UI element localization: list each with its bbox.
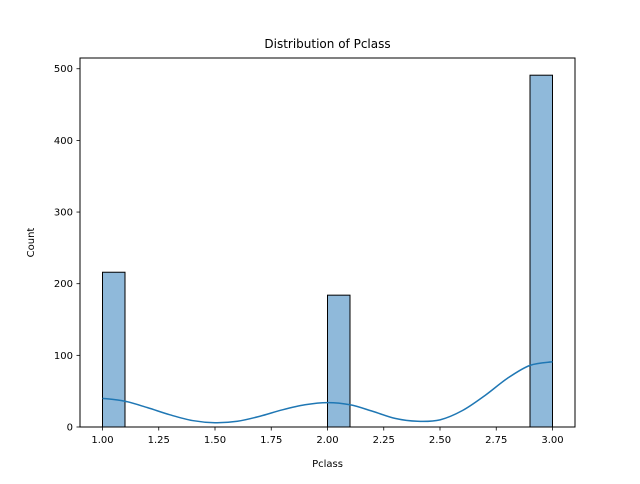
x-axis-label: Pclass [312, 459, 343, 470]
x-tick-label: 2.75 [485, 435, 507, 446]
bars-group [102, 74, 553, 428]
y-tick-label: 200 [54, 279, 73, 290]
y-tick-label: 300 [54, 208, 73, 219]
x-tick-label: 2.50 [429, 435, 451, 446]
histogram-bar-2 [529, 74, 553, 428]
chart-title: Distribution of Pclass [264, 37, 390, 51]
y-tick-label: 0 [67, 423, 73, 434]
y-axis-ticks: 0 100 200 300 400 500 [54, 64, 80, 434]
kde-curve [102, 361, 553, 424]
kde-group [102, 361, 553, 424]
x-tick-label: 1.25 [148, 435, 170, 446]
y-tick-label: 400 [54, 136, 73, 147]
x-axis-ticks: 1.00 1.25 1.50 1.75 2.00 2.25 2.50 2.75 3.00 [91, 427, 564, 446]
y-tick-label: 500 [54, 64, 73, 75]
x-tick-label: 1.50 [204, 435, 226, 446]
x-tick-label: 1.75 [260, 435, 282, 446]
y-axis-label: Count [26, 228, 37, 258]
x-tick-label: 2.00 [316, 435, 338, 446]
histogram-bar-1 [327, 294, 351, 428]
x-tick-label: 2.25 [373, 435, 395, 446]
x-tick-label: 1.00 [91, 435, 113, 446]
x-tick-label: 3.00 [541, 435, 563, 446]
histogram-bar-0 [102, 271, 126, 428]
y-tick-label: 100 [54, 351, 73, 362]
